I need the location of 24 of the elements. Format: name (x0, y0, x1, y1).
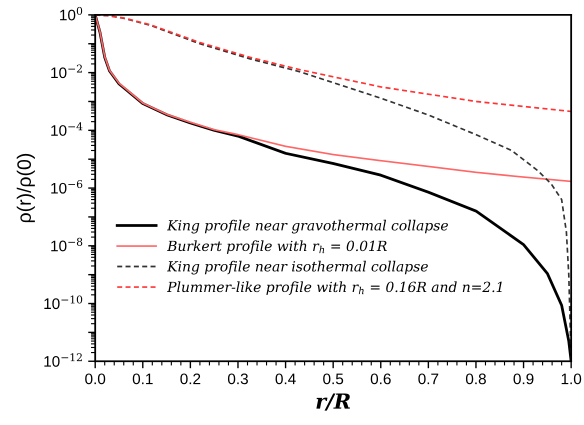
x-tick-label: 0.2 (180, 373, 200, 384)
x-tick-label: 0.3 (228, 373, 248, 384)
y-tick-label: 10$^{−10}$ (44, 295, 82, 310)
x-tick-label: 0.0 (85, 373, 106, 384)
y-tick-label: 10$^{−2}$ (51, 64, 82, 78)
x-tick-label: 0.8 (466, 373, 486, 384)
x-tick-label: 0.7 (418, 373, 438, 384)
legend-label: King profile near isothermal collapse (167, 260, 428, 274)
legend-label: King profile near gravothermal collapse (167, 220, 448, 234)
legend-label: Burkert profile with r$_{h}$ = 0.01R (167, 240, 387, 254)
x-tick-label: 1.0 (562, 373, 582, 384)
y-tick-label: 10$^{−8}$ (51, 238, 82, 252)
x-tick-label: 0.1 (132, 373, 153, 384)
y-tick-label: 10$^{0}$ (60, 6, 82, 20)
x-tick-label: 0.5 (323, 373, 344, 384)
y-tick-label: 10$^{−12}$ (44, 353, 82, 367)
x-tick-label: 0.4 (276, 373, 296, 384)
x-tick-label: 0.9 (514, 373, 534, 384)
y-tick-label: 10$^{−4}$ (51, 122, 82, 136)
y-tick-label: 10$^{−6}$ (51, 180, 82, 194)
x-axis-title: r/R (316, 393, 350, 411)
x-tick-label: 0.6 (370, 373, 391, 384)
legend-label: Plummer-like profile with r$_{h}$ = 0.16R and n=2.1 (167, 281, 502, 295)
y-axis-title: ρ(r)/ρ(0) (16, 154, 35, 222)
